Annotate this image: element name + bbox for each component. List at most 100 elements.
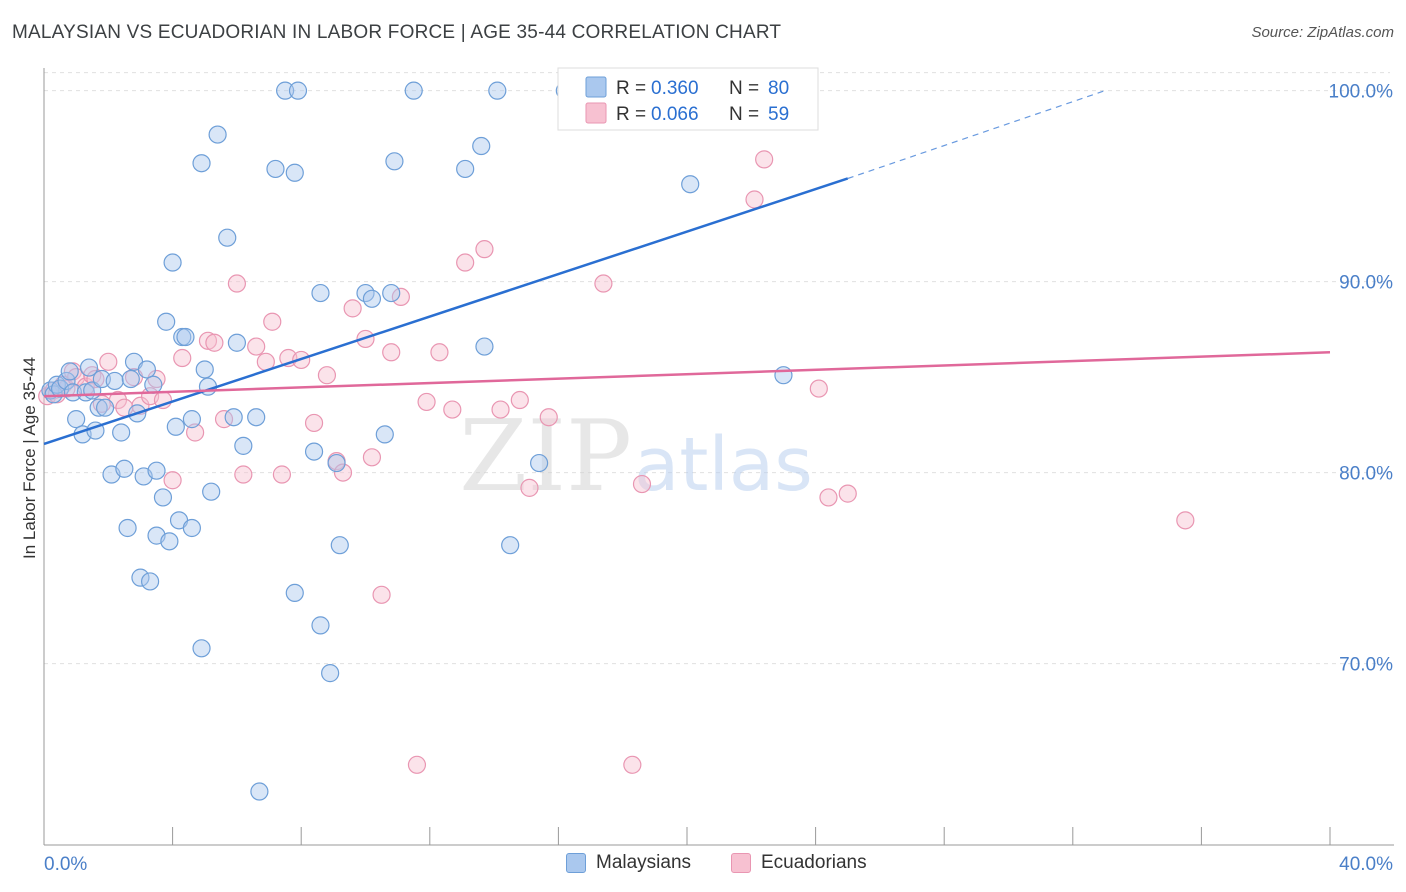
legend-label-ecuadorians: Ecuadorians — [761, 852, 867, 873]
stats-legend-r-label: R = — [616, 104, 646, 125]
malaysian-point — [311, 283, 330, 303]
malaysian-point — [95, 398, 115, 417]
ecuadorian-point — [456, 253, 475, 272]
malaysian-point — [79, 358, 99, 377]
trend-lines — [43, 90, 1331, 446]
malaysian-point — [304, 442, 324, 461]
ecuadorian-point — [263, 312, 282, 331]
malaysian-point — [218, 228, 237, 247]
ecuadorian-point — [205, 333, 224, 352]
malaysian-point — [160, 532, 179, 551]
stats-legend-r-value: 0.360 — [651, 78, 699, 99]
ecuadorian-point — [443, 400, 462, 419]
ecuadorian-point — [755, 150, 774, 169]
ecuadorian-point — [99, 352, 118, 371]
ecuadorian-point — [247, 337, 266, 356]
malaysian-point — [327, 453, 346, 473]
malaysian-point — [472, 136, 491, 156]
ecuadorian-point — [491, 400, 510, 419]
ecuadorian-point — [594, 274, 613, 293]
malaysian-point — [250, 782, 269, 801]
malaysian-point — [118, 518, 137, 538]
ecuadorian-point — [173, 348, 192, 368]
malaysian-point — [153, 488, 173, 507]
ecuadorian-point — [417, 392, 436, 412]
grid-lines — [44, 72, 1390, 665]
malaysian-point — [163, 253, 182, 272]
x-tick-label: 40.0% — [1339, 854, 1393, 875]
malaysian-point — [285, 583, 304, 603]
malaysian-point — [488, 81, 507, 100]
ecuadorian-point — [632, 474, 652, 494]
malaysian-point — [456, 159, 475, 179]
ecuadorian-point — [391, 287, 410, 306]
malaysian-point — [57, 371, 76, 391]
malaysian-point — [105, 371, 124, 391]
y-tick-label: 100.0% — [1329, 82, 1394, 103]
malaysian-point — [208, 125, 227, 144]
ecuadorian-point — [163, 471, 182, 490]
ecuadorian-point — [198, 331, 218, 350]
ecuadorian-point — [147, 369, 166, 389]
malaysian-point — [276, 81, 295, 100]
malaysian-point — [89, 398, 108, 417]
stats-legend-swatch-malaysians — [585, 76, 607, 98]
malaysian-point — [60, 362, 79, 381]
ecuadorian-point — [539, 408, 558, 427]
malaysian-point — [112, 423, 131, 442]
malaysian-point — [202, 482, 221, 501]
chart-source: Source: ZipAtlas.com — [1251, 24, 1394, 41]
malaysian-point — [321, 664, 340, 683]
malaysian-point — [475, 337, 494, 356]
ecuadorian-trend-line — [43, 351, 1331, 398]
malaysian-point — [382, 283, 401, 303]
ecuadorian-point — [407, 755, 427, 774]
malaysian-point — [67, 410, 86, 429]
malaysian-point — [501, 536, 520, 555]
malaysian-point — [227, 333, 246, 352]
malaysian-point — [192, 154, 211, 173]
x-tick-label: 0.0% — [44, 854, 87, 875]
malaysian-point — [288, 81, 308, 100]
watermark: ZIP atlas — [459, 400, 813, 514]
malaysian-point — [247, 408, 266, 427]
malaysian-point — [774, 366, 793, 385]
malaysian-point — [385, 152, 404, 171]
malaysian-point — [137, 360, 156, 379]
malaysian-point — [404, 81, 423, 100]
ecuadorian-point — [475, 240, 494, 259]
y-tick-label: 80.0% — [1339, 464, 1393, 485]
stats-legend-n-label: N = — [729, 78, 759, 99]
malaysian-point — [182, 518, 201, 538]
malaysian-point — [115, 459, 134, 478]
ecuadorian-point — [186, 423, 205, 442]
ecuadorian-point — [304, 413, 324, 433]
stats-legend-n-value: 80 — [768, 78, 789, 99]
malaysian-point — [311, 616, 330, 635]
malaysian-point — [131, 568, 150, 587]
ecuadorian-point — [510, 390, 529, 410]
malaysian-point — [76, 383, 95, 402]
malaysian-point — [176, 327, 195, 347]
malaysian-point — [530, 453, 549, 473]
y-tick-label: 90.0% — [1339, 273, 1393, 294]
malaysian-point — [157, 312, 176, 331]
malaysian-point — [147, 461, 166, 480]
malaysian-point — [285, 163, 304, 182]
ecuadorian-point — [430, 343, 449, 362]
ecuadorian-point — [362, 448, 382, 467]
malaysian-point — [166, 417, 185, 436]
ecuadorian-point — [343, 299, 362, 318]
ecuadorian-point — [272, 465, 292, 484]
malaysian-point — [681, 175, 700, 194]
malaysian-point — [63, 383, 83, 402]
malaysian-point — [375, 425, 394, 444]
malaysian-point — [195, 360, 214, 379]
y-tick-label: 70.0% — [1339, 655, 1393, 676]
legend-label-malaysians: Malaysians — [596, 852, 692, 873]
ecuadorian-point — [317, 366, 337, 385]
stats-legend-n-value: 59 — [768, 104, 789, 125]
legend-item-malaysians: Malaysians — [566, 852, 691, 874]
ecuadorian-point — [623, 755, 642, 774]
malaysian-point — [140, 572, 160, 591]
